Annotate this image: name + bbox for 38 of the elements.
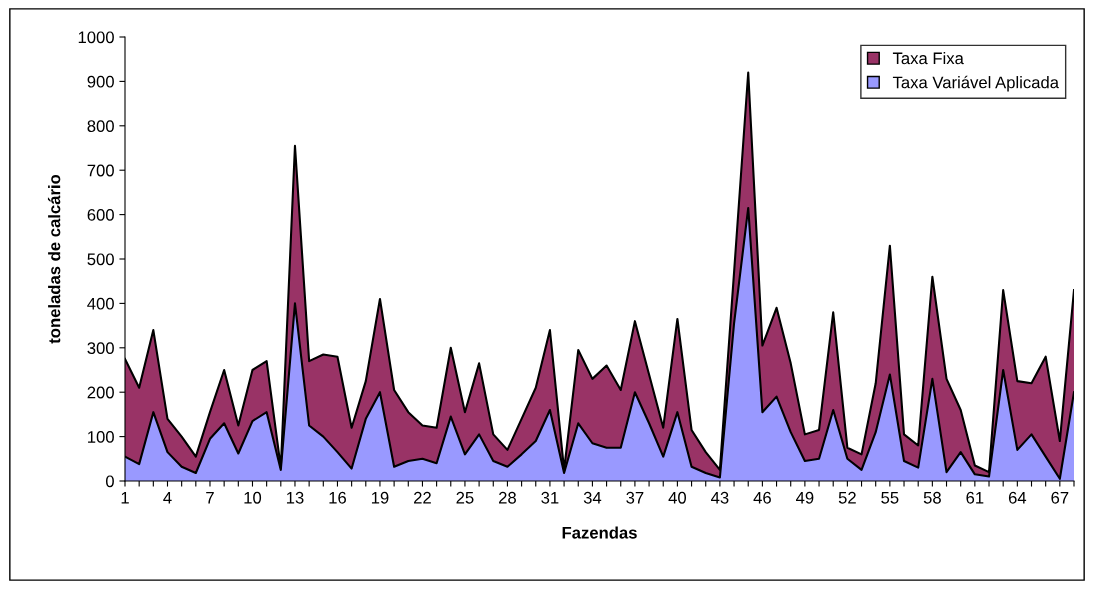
x-tick-label: 67 bbox=[1051, 491, 1069, 504]
y-tick-label: 100 bbox=[88, 431, 114, 443]
y-axis-title: toneladas de calcário bbox=[47, 174, 61, 344]
x-tick-label: 49 bbox=[796, 491, 814, 504]
x-tick-label: 13 bbox=[286, 491, 304, 504]
x-tick-label: 46 bbox=[753, 491, 771, 504]
y-tick-label: 900 bbox=[87, 75, 114, 88]
y-tick-label: 1000 bbox=[78, 31, 114, 44]
x-tick-label: 64 bbox=[1008, 491, 1027, 504]
x-tick-label: 40 bbox=[668, 491, 687, 504]
y-tick-label: 300 bbox=[87, 342, 114, 354]
x-tick-label: 4 bbox=[163, 492, 172, 504]
y-tick-label: 800 bbox=[87, 120, 114, 132]
x-tick-label: 28 bbox=[499, 491, 516, 504]
x-tick-label: 19 bbox=[371, 491, 389, 504]
x-tick-label: 31 bbox=[541, 491, 559, 504]
x-tick-label: 58 bbox=[923, 491, 941, 504]
y-tick-label: 0 bbox=[105, 475, 114, 488]
x-tick-label: 22 bbox=[414, 491, 431, 504]
x-tick-label: 52 bbox=[838, 491, 856, 504]
x-tick-label: 55 bbox=[881, 492, 899, 504]
x-tick-label: 16 bbox=[329, 491, 346, 504]
x-tick-label: 7 bbox=[206, 492, 214, 504]
legend-label: Taxa Fixa bbox=[892, 52, 964, 65]
x-tick-label: 37 bbox=[626, 491, 644, 504]
x-tick-label: 61 bbox=[966, 491, 984, 504]
x-tick-label: 1 bbox=[121, 492, 129, 504]
y-tick-label: 400 bbox=[87, 297, 114, 310]
x-axis-title: Fazendas bbox=[562, 526, 637, 539]
x-tick-label: 34 bbox=[583, 491, 602, 504]
y-tick-label: 500 bbox=[87, 253, 114, 266]
x-tick-label: 10 bbox=[244, 491, 262, 504]
x-tick-label: 43 bbox=[711, 491, 729, 504]
legend-label: Taxa Variável Aplicada bbox=[892, 75, 1060, 92]
y-tick-label: 200 bbox=[87, 386, 114, 399]
y-tick-label: 600 bbox=[87, 209, 114, 221]
y-tick-label: 700 bbox=[87, 164, 114, 177]
x-tick-label: 25 bbox=[456, 491, 474, 504]
